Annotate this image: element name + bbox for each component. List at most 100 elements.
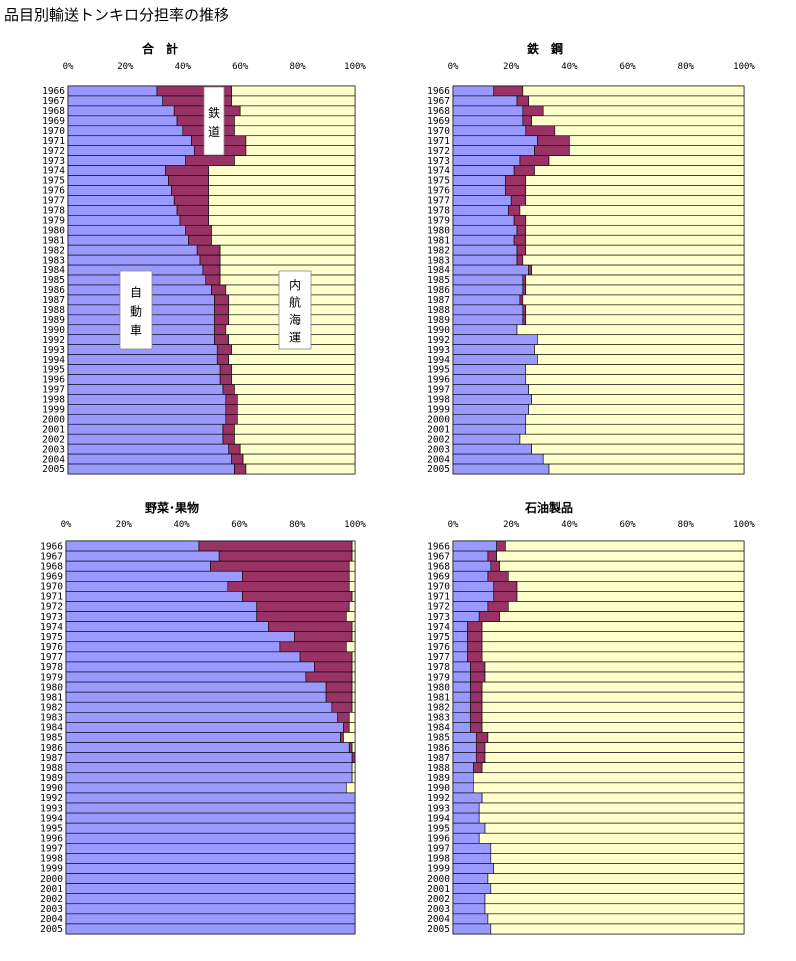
bar-segment-car bbox=[452, 570, 489, 582]
y-tick-label: 1970 bbox=[427, 582, 450, 593]
bar-segment-rail bbox=[331, 701, 353, 713]
bar-segment-ship bbox=[490, 883, 745, 894]
bar-segment-car bbox=[67, 115, 178, 127]
bar-segment-ship bbox=[516, 324, 745, 336]
bar-segment-ship bbox=[237, 394, 356, 405]
bar-segment-car bbox=[67, 215, 181, 226]
bar-segment-ship bbox=[525, 423, 745, 435]
bar-segment-rail bbox=[478, 611, 500, 622]
bar-segment-car bbox=[67, 135, 192, 146]
bar-segment-ship bbox=[234, 433, 356, 445]
bar-segment-car bbox=[65, 893, 356, 905]
bar-segment-car bbox=[65, 591, 243, 602]
annotation-box bbox=[278, 270, 312, 350]
y-tick-label: 1997 bbox=[427, 844, 450, 855]
bar-segment-car bbox=[67, 364, 221, 375]
bar-segment-rail bbox=[279, 641, 347, 653]
bar-segment-car bbox=[452, 651, 468, 663]
bar-segment-ship bbox=[484, 661, 745, 673]
y-tick-label: 1966 bbox=[427, 86, 450, 97]
bar-segment-ship bbox=[478, 802, 745, 814]
y-tick-label: 1998 bbox=[427, 395, 450, 406]
y-tick-label: 1995 bbox=[427, 365, 450, 376]
bar-segment-car bbox=[65, 883, 356, 894]
y-tick-label: 1979 bbox=[427, 215, 450, 226]
bar-segment-ship bbox=[348, 601, 356, 612]
bar-segment-ship bbox=[351, 681, 356, 693]
bar-segment-ship bbox=[528, 384, 745, 395]
bar-segment-ship bbox=[231, 364, 356, 375]
y-tick-label: 1983 bbox=[42, 255, 65, 266]
bar-segment-ship bbox=[525, 284, 745, 296]
bar-segment-rail bbox=[516, 95, 529, 107]
bar-segment-ship bbox=[522, 254, 745, 266]
y-tick-label: 2004 bbox=[42, 454, 65, 465]
bar-segment-rail bbox=[470, 722, 483, 733]
bar-segment-rail bbox=[519, 155, 550, 166]
bar-segment-car bbox=[65, 832, 356, 844]
bar-segment-ship bbox=[481, 762, 745, 774]
y-tick-label: 1987 bbox=[427, 295, 450, 306]
bar-segment-ship bbox=[522, 85, 745, 97]
bar-segment-car bbox=[65, 812, 356, 824]
y-tick-label: 1980 bbox=[42, 225, 65, 236]
y-tick-label: 1968 bbox=[42, 106, 65, 117]
bar-segment-ship bbox=[234, 423, 356, 435]
y-tick-label: 1970 bbox=[40, 582, 63, 593]
y-tick-label: 1967 bbox=[40, 551, 63, 562]
bar-segment-car bbox=[452, 691, 471, 703]
y-tick-label: 2003 bbox=[427, 904, 450, 915]
y-tick-label: 1981 bbox=[40, 692, 63, 703]
bar-segment-ship bbox=[348, 712, 356, 723]
y-tick-label: 2005 bbox=[42, 464, 65, 475]
bar-segment-rail bbox=[528, 264, 532, 276]
y-tick-label: 1977 bbox=[427, 196, 450, 207]
x-tick-label: 60% bbox=[231, 520, 248, 530]
page-title: 品目別輸送トンキロ分担率の推移 bbox=[4, 6, 230, 24]
bar-segment-car bbox=[67, 254, 201, 266]
bar-segment-rail bbox=[507, 205, 521, 216]
y-tick-label: 1971 bbox=[427, 592, 450, 603]
bar-segment-car bbox=[452, 843, 492, 854]
x-tick-label: 40% bbox=[561, 62, 578, 72]
bar-segment-car bbox=[452, 314, 524, 326]
y-tick-label: 1996 bbox=[427, 375, 450, 386]
bar-segment-car bbox=[452, 540, 497, 552]
y-tick-label: 1972 bbox=[427, 602, 450, 613]
bar-segment-car bbox=[452, 85, 495, 97]
chart-title: 鉄 鋼 bbox=[527, 41, 563, 56]
bar-segment-ship bbox=[239, 105, 356, 117]
annotation-rail: 鉄道 bbox=[203, 86, 225, 156]
bar-segment-rail bbox=[534, 145, 570, 156]
bar-segment-rail bbox=[179, 215, 209, 226]
x-tick-label: 60% bbox=[619, 62, 636, 72]
bar-segment-ship bbox=[537, 354, 745, 365]
y-tick-label: 1971 bbox=[427, 136, 450, 147]
y-tick-label: 2003 bbox=[42, 444, 65, 455]
bar-segment-rail bbox=[202, 264, 221, 276]
y-tick-label: 1997 bbox=[427, 385, 450, 396]
bar-segment-car bbox=[452, 215, 515, 226]
bar-segment-rail bbox=[470, 691, 483, 703]
x-tick-label: 20% bbox=[503, 62, 520, 72]
bar-segment-ship bbox=[219, 244, 356, 256]
bar-segment-car bbox=[65, 762, 353, 774]
bar-segment-car bbox=[65, 701, 333, 713]
bar-segment-rail bbox=[219, 374, 232, 385]
bar-segment-rail bbox=[505, 185, 527, 196]
bar-segment-car bbox=[452, 581, 495, 592]
bar-segment-ship bbox=[478, 812, 745, 824]
bar-segment-ship bbox=[234, 384, 356, 395]
y-tick-label: 1994 bbox=[427, 813, 450, 824]
annotation-char: 運 bbox=[289, 331, 301, 345]
bar-segment-rail bbox=[210, 560, 350, 572]
y-tick-label: 2004 bbox=[427, 914, 450, 925]
bar-segment-ship bbox=[351, 621, 356, 632]
bar-segment-car bbox=[67, 224, 186, 236]
y-tick-label: 1984 bbox=[40, 723, 63, 734]
bar-segment-car bbox=[452, 155, 521, 166]
y-tick-label: 1986 bbox=[42, 285, 65, 296]
bar-segment-rail bbox=[325, 691, 353, 703]
x-tick-label: 40% bbox=[175, 62, 192, 72]
y-tick-label: 2002 bbox=[427, 894, 450, 905]
